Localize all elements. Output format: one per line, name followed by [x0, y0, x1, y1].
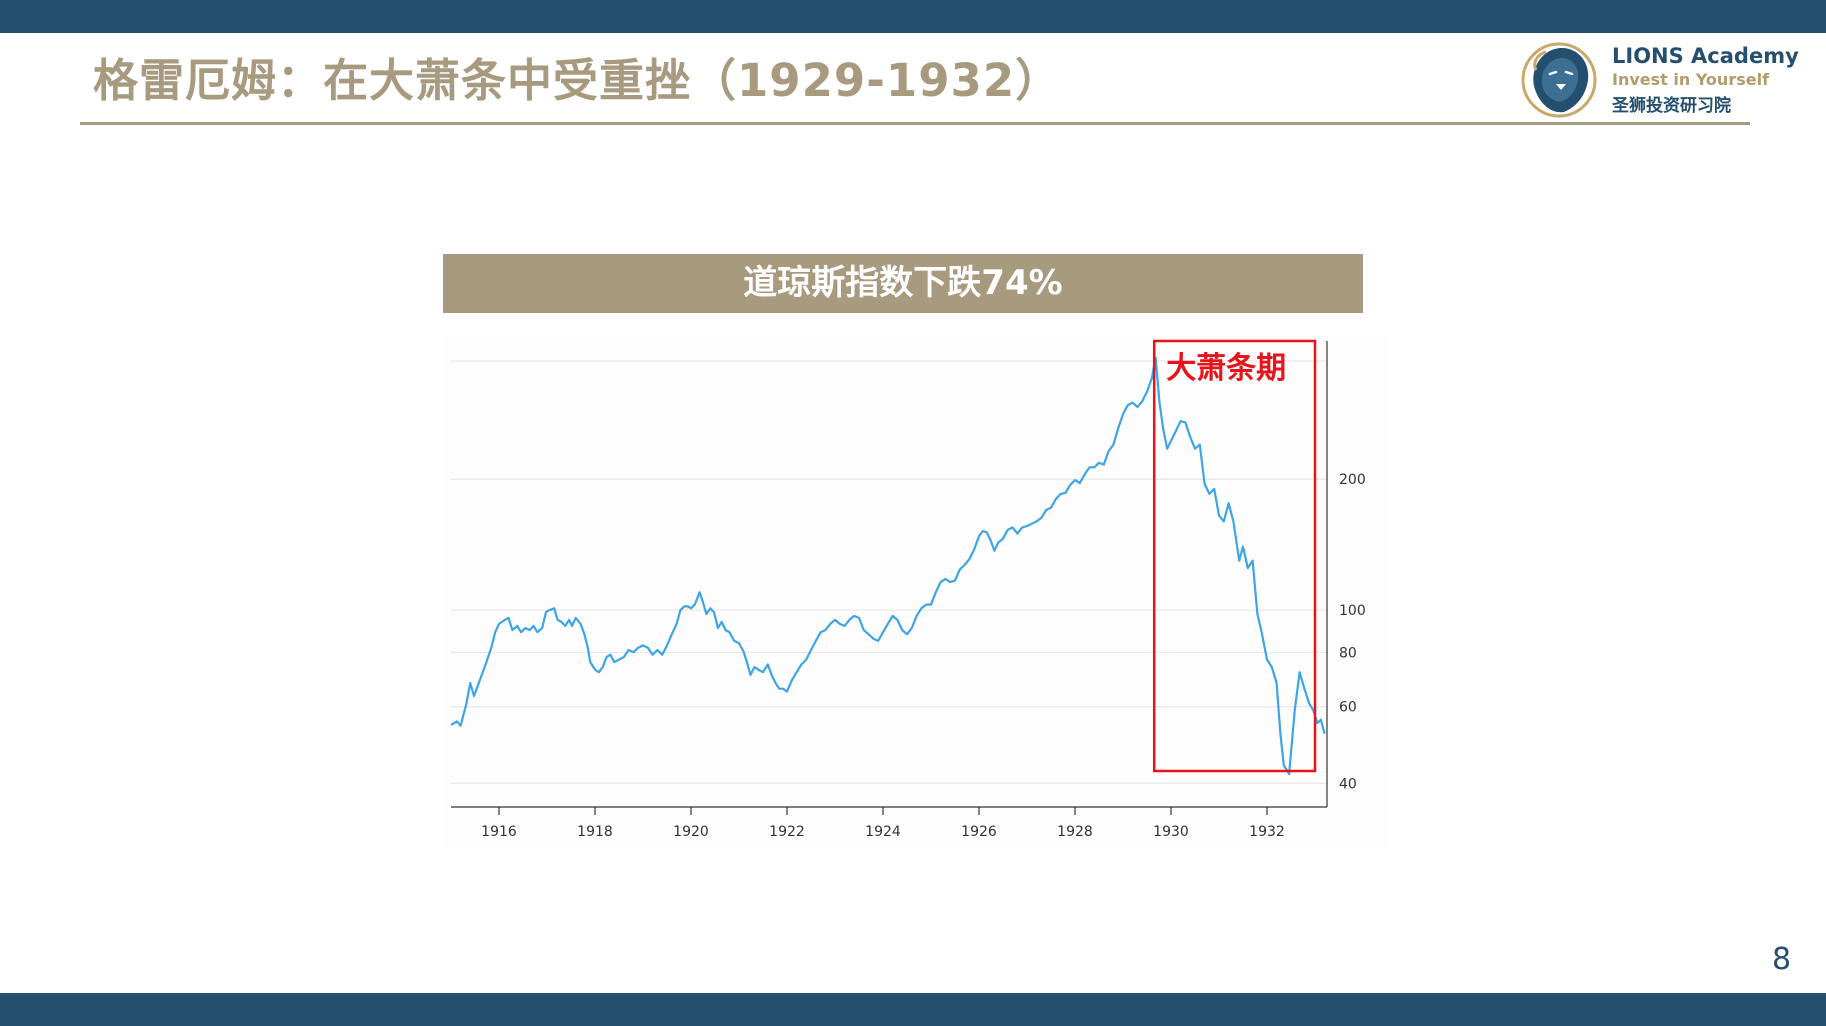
x-tick-label-1916: 1916	[481, 824, 517, 840]
dow-jones-line	[450, 356, 1326, 776]
lion-head-icon	[1521, 42, 1597, 118]
dow-jones-chart: 40 60 80 100 200 1916 1918 1920 1922 1924 1926 1928…	[443, 335, 1387, 847]
x-tick-label-1918: 1918	[577, 824, 613, 840]
lions-academy-logo: LIONS Academy Invest in Yourself 圣狮投资研习院	[1520, 40, 1820, 120]
x-tick-label-1928: 1928	[1057, 824, 1093, 840]
y-tick-label-60: 60	[1339, 700, 1357, 716]
chart-title: 道琼斯指数下跌74%	[443, 254, 1363, 313]
logo-chinese-name: 圣狮投资研习院	[1612, 96, 1731, 116]
grid-lines	[451, 360, 1327, 784]
title-divider	[80, 122, 1750, 125]
y-tick-label-200: 200	[1339, 472, 1366, 488]
logo-name: LIONS Academy	[1612, 44, 1799, 68]
x-tick-label-1920: 1920	[673, 824, 709, 840]
axes: 40 60 80 100 200 1916 1918 1920 1922 1924 1926 1928…	[451, 341, 1366, 840]
x-tick-label-1930: 1930	[1153, 824, 1189, 840]
footer-bar	[0, 993, 1826, 1026]
depression-highlight-box	[1152, 339, 1317, 773]
y-tick-label-40: 40	[1339, 776, 1357, 792]
y-tick-label-80: 80	[1339, 645, 1357, 661]
depression-label: 大萧条期	[1166, 351, 1286, 386]
x-tick-label-1932: 1932	[1249, 824, 1285, 840]
chart-canvas: 40 60 80 100 200 1916 1918 1920 1922 1924 1926 1928…	[443, 335, 1387, 847]
header-bar	[0, 0, 1826, 33]
logo-tagline: Invest in Yourself	[1612, 70, 1770, 89]
x-tick-label-1922: 1922	[769, 824, 805, 840]
slide-title: 格雷厄姆：在大萧条中受重挫（1929-1932）	[93, 54, 1062, 107]
page-number: 8	[1772, 942, 1792, 977]
x-tick-label-1924: 1924	[865, 824, 901, 840]
x-tick-label-1926: 1926	[961, 824, 997, 840]
y-tick-label-100: 100	[1339, 603, 1366, 619]
